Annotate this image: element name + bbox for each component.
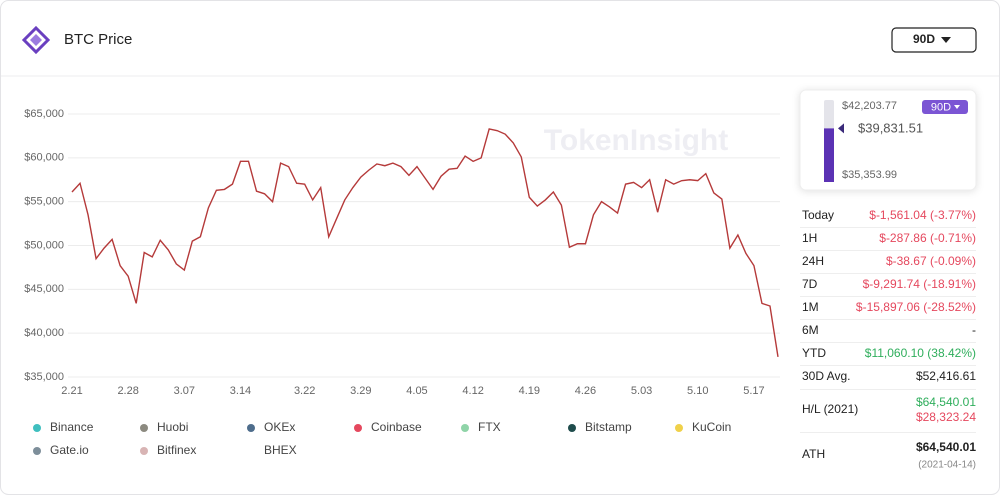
x-tick-label: 3.14 xyxy=(230,385,251,397)
legend-dot xyxy=(33,447,41,455)
page-title: BTC Price xyxy=(64,31,132,48)
stat-date: (2021-04-14) xyxy=(918,460,976,471)
legend-label: OKEx xyxy=(264,420,295,434)
y-tick-label: $55,000 xyxy=(24,196,64,208)
legend-label: BHEX xyxy=(264,443,297,457)
stat-label: YTD xyxy=(802,346,826,360)
legend-label: Bitstamp xyxy=(585,420,632,434)
y-tick-label: $50,000 xyxy=(24,239,64,251)
legend-dot xyxy=(33,424,41,432)
stat-label: 1H xyxy=(802,231,817,245)
gauge-high: $42,203.77 xyxy=(842,100,897,112)
stat-value: $64,540.01 xyxy=(916,395,976,409)
legend-label: Binance xyxy=(50,420,94,434)
y-tick-label: $60,000 xyxy=(24,152,64,164)
stat-value: $-287.86 (-0.71%) xyxy=(879,231,976,245)
y-tick-label: $40,000 xyxy=(24,327,64,339)
x-tick-label: 2.21 xyxy=(61,385,82,397)
x-tick-label: 5.10 xyxy=(687,385,708,397)
x-tick-label: 4.05 xyxy=(406,385,427,397)
legend-dot xyxy=(247,424,255,432)
legend-dot xyxy=(675,424,683,432)
stat-label: 1M xyxy=(802,300,819,314)
legend-label: Huobi xyxy=(157,420,188,434)
x-tick-label: 3.07 xyxy=(174,385,195,397)
gauge-low: $35,353.99 xyxy=(842,169,897,181)
legend-label: Gate.io xyxy=(50,443,89,457)
gauge-pointer xyxy=(838,123,844,134)
legend-dot xyxy=(140,424,148,432)
legend-label: Bitfinex xyxy=(157,443,196,457)
stat-value: $52,416.61 xyxy=(916,369,976,383)
stat-value: $64,540.01 xyxy=(916,440,976,454)
x-tick-label: 2.28 xyxy=(117,385,138,397)
stat-value: $11,060.10 (38.42%) xyxy=(865,346,976,360)
gauge-period[interactable]: 90D xyxy=(931,101,951,113)
stat-value: $-15,897.06 (-28.52%) xyxy=(856,300,976,314)
logo xyxy=(21,25,51,55)
x-tick-label: 4.26 xyxy=(575,385,596,397)
x-tick-label: 5.03 xyxy=(631,385,652,397)
stat-value: $-9,291.74 (-18.91%) xyxy=(863,277,976,291)
legend-dot xyxy=(568,424,576,432)
legend-dot xyxy=(140,447,148,455)
stat-value: - xyxy=(972,323,976,337)
watermark: TokenInsight xyxy=(544,124,728,157)
stat-value: $-1,561.04 (-3.77%) xyxy=(869,208,976,222)
x-tick-label: 4.19 xyxy=(519,385,540,397)
stat-label: 24H xyxy=(802,254,824,268)
gauge-card xyxy=(799,89,977,191)
dropdown-arrow xyxy=(941,37,951,43)
legend-dot xyxy=(461,424,469,432)
stat-label: 30D Avg. xyxy=(802,369,850,383)
period-dropdown[interactable] xyxy=(891,27,977,53)
x-tick-label: 5.17 xyxy=(743,385,764,397)
gauge-current: $39,831.51 xyxy=(858,120,923,135)
stat-label: 6M xyxy=(802,323,819,337)
stat-value: $28,323.24 xyxy=(916,410,976,424)
stat-label: ATH xyxy=(802,447,825,461)
y-tick-label: $45,000 xyxy=(24,283,64,295)
x-tick-label: 4.12 xyxy=(462,385,483,397)
x-tick-label: 3.29 xyxy=(350,385,371,397)
legend-label: KuCoin xyxy=(692,420,731,434)
legend-label: FTX xyxy=(478,420,501,434)
price-line xyxy=(71,128,779,357)
legend-label: Coinbase xyxy=(371,420,422,434)
y-tick-label: $35,000 xyxy=(24,371,64,383)
legend-dot xyxy=(354,424,362,432)
stat-label: 7D xyxy=(802,277,818,291)
y-tick-label: $65,000 xyxy=(24,108,64,120)
stat-label: Today xyxy=(802,208,834,222)
gauge-badge[interactable] xyxy=(922,100,968,114)
period-label[interactable]: 90D xyxy=(913,32,935,46)
x-tick-label: 3.22 xyxy=(294,385,315,397)
legend-dot xyxy=(247,447,255,455)
stat-value: $-38.67 (-0.09%) xyxy=(886,254,976,268)
badge-arrow xyxy=(954,105,960,109)
gauge-fill xyxy=(824,128,834,182)
stat-label: H/L (2021) xyxy=(802,402,858,416)
